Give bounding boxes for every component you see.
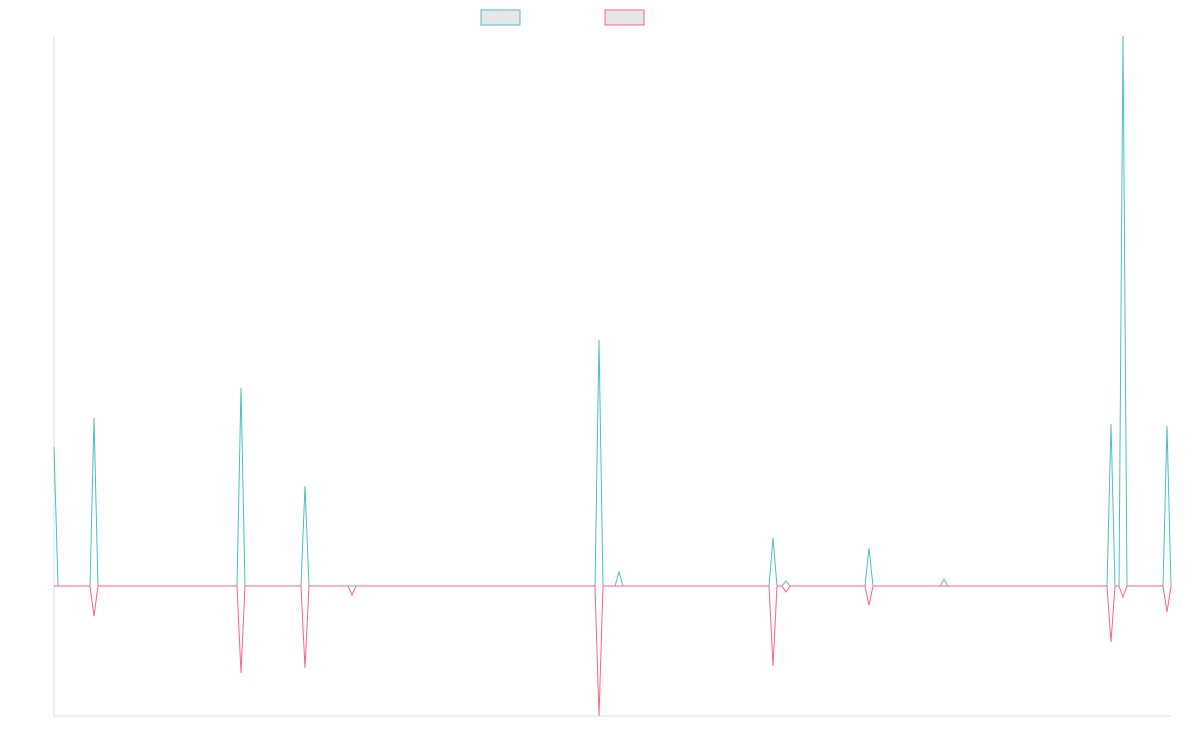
legend-swatch[interactable] xyxy=(604,9,645,26)
legend-swatch[interactable] xyxy=(480,9,521,26)
line-series xyxy=(54,585,1172,717)
line-series xyxy=(53,35,1172,587)
